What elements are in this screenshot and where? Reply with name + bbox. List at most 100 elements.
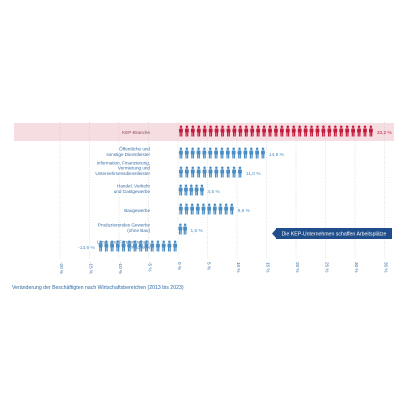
person-icon — [202, 166, 207, 178]
person-icon — [345, 125, 350, 137]
person-icon — [224, 203, 229, 215]
person-icon — [183, 223, 187, 235]
bar-mark — [179, 166, 242, 178]
person-icon — [218, 203, 223, 215]
person-icon — [250, 125, 255, 137]
person-icon — [138, 240, 143, 252]
value-label: 1,6 % — [190, 228, 203, 234]
person-icon — [185, 125, 189, 137]
person-icon — [190, 147, 195, 159]
person-icon — [202, 125, 207, 137]
person-icon — [232, 166, 236, 178]
person-icon — [196, 125, 201, 137]
x-tick-label: 0 % — [177, 262, 182, 270]
person-icon — [303, 125, 308, 137]
x-tick-label: 15 % — [266, 262, 271, 272]
person-icon — [195, 203, 200, 215]
x-tick-label: 10 % — [236, 262, 241, 272]
person-icon — [231, 147, 236, 159]
person-icon — [225, 147, 230, 159]
person-icon — [226, 166, 231, 178]
person-icon — [201, 203, 206, 215]
person-icon — [285, 125, 290, 137]
person-icon — [184, 203, 189, 215]
person-icon — [184, 147, 189, 159]
category-label: Handel, Verkehr und Gastgewerbe — [114, 184, 151, 194]
person-icon — [291, 125, 296, 137]
person-icon — [232, 125, 237, 137]
person-icon — [179, 147, 183, 159]
person-icon — [190, 166, 195, 178]
person-icon — [104, 240, 109, 252]
person-icon — [363, 125, 367, 137]
person-icon — [321, 125, 326, 137]
person-icon — [229, 203, 234, 215]
person-icon — [156, 240, 160, 252]
person-icon — [98, 240, 103, 252]
x-tick-label: 35 % — [384, 262, 389, 272]
person-icon — [243, 147, 248, 159]
person-icon — [196, 147, 201, 159]
value-label: 14,9 % — [269, 152, 285, 158]
value-label: -13,6 % — [78, 245, 95, 251]
person-icon — [173, 240, 178, 252]
person-icon — [238, 166, 242, 178]
person-icon — [333, 125, 338, 137]
person-icon — [220, 166, 225, 178]
x-tick-label: -20 % — [59, 262, 64, 274]
person-icon — [133, 240, 137, 252]
person-icon — [309, 125, 314, 137]
bar-mark — [179, 147, 265, 159]
person-icon — [150, 240, 155, 252]
person-icon — [357, 125, 361, 137]
person-icon — [184, 166, 189, 178]
person-icon — [226, 125, 231, 137]
person-icon — [244, 125, 249, 137]
category-label: KEP-Branche — [122, 130, 150, 135]
value-label: 4,5 % — [208, 189, 221, 195]
person-icon — [274, 125, 278, 137]
person-icon — [214, 125, 219, 137]
person-icon — [184, 184, 188, 196]
person-icon — [220, 125, 225, 137]
person-icon — [178, 223, 183, 235]
person-icon — [214, 147, 218, 159]
bar-mark — [178, 203, 234, 215]
chart-caption: Veränderung der Beschäftigten nach Wirts… — [12, 285, 184, 291]
person-icon — [178, 203, 183, 215]
x-tick-label: -15 % — [89, 262, 94, 274]
person-icon — [189, 184, 194, 196]
person-icon — [238, 125, 243, 137]
person-icon — [207, 203, 212, 215]
person-icon — [161, 240, 166, 252]
person-icon — [167, 240, 172, 252]
callout-text: Die KEP-Unternehmen schaffen Arbeitsplät… — [282, 231, 387, 237]
person-icon — [194, 184, 199, 196]
person-icon — [315, 125, 320, 137]
person-icon — [249, 147, 254, 159]
person-icon — [261, 147, 265, 159]
person-icon — [339, 125, 344, 137]
category-label: Produzierendes Gewerbe (ohne Bau) — [98, 223, 151, 233]
person-icon — [179, 166, 183, 178]
person-icon — [202, 147, 207, 159]
x-tick-label: 5 % — [207, 262, 212, 270]
person-icon — [196, 166, 201, 178]
person-icon — [179, 125, 183, 137]
person-icon — [121, 240, 126, 252]
category-label: Information, Finanzierung, Vermietung und… — [95, 160, 150, 175]
person-icon — [369, 125, 373, 137]
person-icon — [208, 166, 213, 178]
callout: Die KEP-Unternehmen schaffen Arbeitsplät… — [272, 228, 392, 239]
x-tick-label: 30 % — [354, 262, 359, 272]
person-icon — [297, 125, 302, 137]
x-tick-label: 25 % — [325, 262, 330, 272]
person-icon — [214, 166, 219, 178]
category-label: Baugewerbe — [124, 208, 150, 213]
category-label: Öffentliche und sonstige Dienstleister — [106, 146, 150, 157]
person-icon — [208, 147, 213, 159]
person-icon — [190, 203, 195, 215]
value-label: 33,2 % — [377, 130, 393, 136]
